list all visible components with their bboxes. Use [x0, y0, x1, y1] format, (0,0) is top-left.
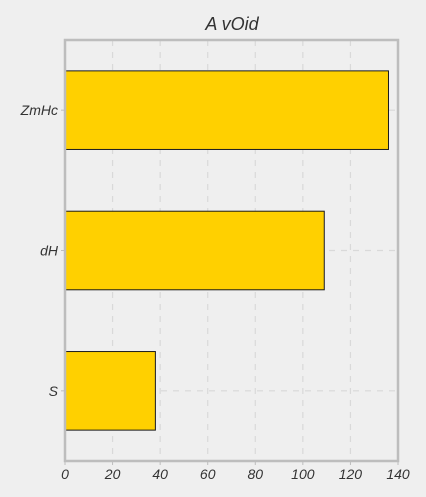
x-tick-label: 80 — [247, 466, 263, 482]
x-tick-label: 0 — [61, 466, 69, 482]
bar-ZmHc — [64, 70, 389, 150]
x-tick-label: 120 — [339, 466, 363, 482]
y-tick-label: ZmHc — [20, 102, 58, 118]
x-tick-label: 60 — [200, 466, 216, 482]
chart-title: A vOid — [204, 14, 259, 34]
x-tick-label: 100 — [291, 466, 315, 482]
y-axis-ticks: ZmHc dH S — [20, 102, 65, 399]
y-tick-label: dH — [40, 243, 59, 259]
x-tick-label: 40 — [152, 466, 168, 482]
bars — [64, 70, 389, 431]
bar-dH — [64, 210, 325, 291]
x-axis-ticks: 0 20 40 60 80 100 120 140 — [61, 461, 410, 482]
bar-S — [64, 351, 156, 431]
y-tick-label: S — [49, 383, 59, 399]
x-tick-label: 140 — [386, 466, 410, 482]
x-tick-label: 20 — [104, 466, 121, 482]
